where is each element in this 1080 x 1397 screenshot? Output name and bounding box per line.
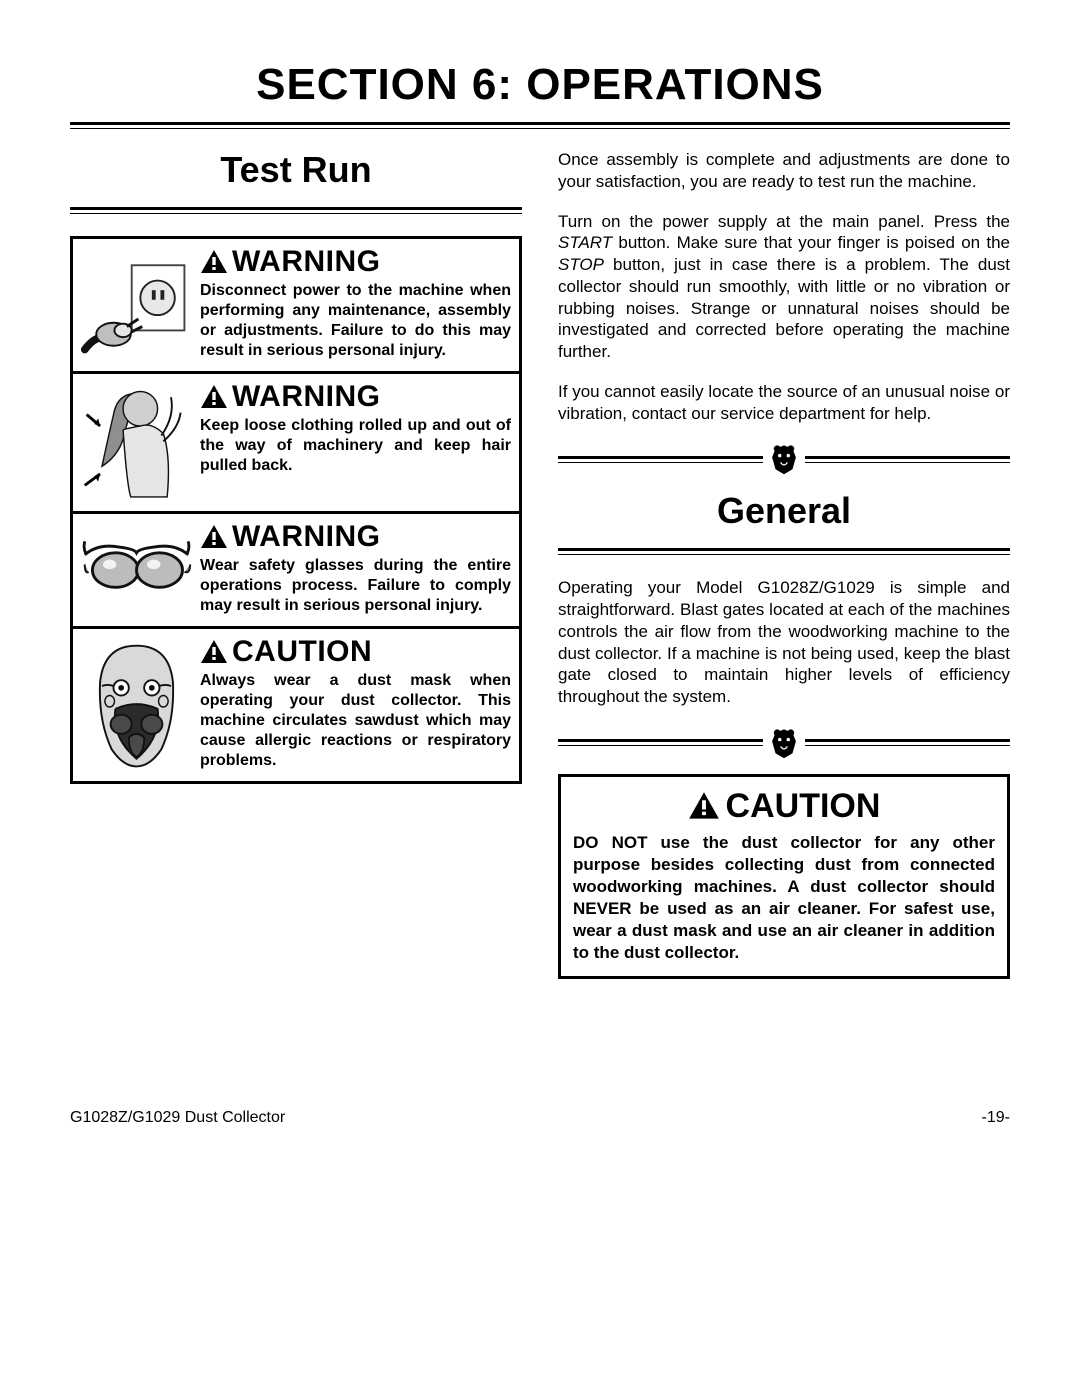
page-footer: G1028Z/G1029 Dust Collector -19- <box>70 1109 1010 1127</box>
right-column: Once assembly is complete and adjustment… <box>558 149 1010 979</box>
start-label: START <box>558 233 612 252</box>
dust-mask-icon <box>73 629 200 781</box>
loose-clothing-icon <box>73 374 200 511</box>
warning-body: Keep loose clothing rolled up and out of… <box>200 416 511 476</box>
general-heading: General <box>558 490 1010 532</box>
general-rule <box>558 548 1010 555</box>
warning-triangle-icon <box>200 249 228 275</box>
caution-block-label-text: CAUTION <box>726 787 881 826</box>
service-paragraph: If you cannot easily locate the source o… <box>558 381 1010 425</box>
footer-left: G1028Z/G1029 Dust Collector <box>70 1109 285 1127</box>
caution-body: Always wear a dust mask when operating y… <box>200 671 511 771</box>
warning-box-safety-glasses: WARNING Wear safety glasses during the e… <box>73 514 519 629</box>
warning-triangle-icon <box>200 639 228 665</box>
caution-block-body: DO NOT use the dust collector for any ot… <box>573 832 995 965</box>
warning-label: WARNING <box>200 520 511 554</box>
caution-box-dust-mask: CAUTION Always wear a dust mask when ope… <box>73 629 519 781</box>
warning-label-text: WARNING <box>232 520 381 554</box>
caution-label-text: CAUTION <box>232 635 372 669</box>
left-column: Test Run <box>70 149 522 784</box>
stop-label: STOP <box>558 255 604 274</box>
divider-line <box>558 456 763 463</box>
section-title: SECTION 6: OPERATIONS <box>70 60 1010 110</box>
warning-label: WARNING <box>200 380 511 414</box>
para2-a: Turn on the power supply at the main pan… <box>558 212 1010 231</box>
test-run-rule <box>70 207 522 214</box>
caution-label: CAUTION <box>200 635 511 669</box>
safety-glasses-icon <box>73 514 200 626</box>
warning-triangle-icon <box>688 791 720 821</box>
warning-triangle-icon <box>200 524 228 550</box>
bear-icon <box>763 442 805 476</box>
divider-line <box>805 739 1010 746</box>
para2-c: button, just in case there is a problem.… <box>558 255 1010 361</box>
warning-box-loose-clothing: WARNING Keep loose clothing rolled up an… <box>73 374 519 514</box>
plug-outlet-icon <box>73 239 200 371</box>
test-run-heading: Test Run <box>70 149 522 191</box>
footer-right: -19- <box>982 1109 1010 1127</box>
divider-line <box>558 739 763 746</box>
divider-line <box>805 456 1010 463</box>
warning-body: Disconnect power to the machine when per… <box>200 281 511 361</box>
warning-box-disconnect-power: WARNING Disconnect power to the machine … <box>73 239 519 374</box>
bear-divider <box>558 726 1010 760</box>
warning-label-text: WARNING <box>232 380 381 414</box>
caution-block-label: CAUTION <box>573 787 995 826</box>
warning-label-text: WARNING <box>232 245 381 279</box>
caution-block: CAUTION DO NOT use the dust collector fo… <box>558 774 1010 980</box>
para2-b: button. Make sure that your finger is po… <box>612 233 1010 252</box>
warning-label: WARNING <box>200 245 511 279</box>
bear-icon <box>763 726 805 760</box>
warning-triangle-icon <box>200 384 228 410</box>
section-rule <box>70 122 1010 129</box>
general-paragraph: Operating your Model G1028Z/G1029 is sim… <box>558 577 1010 708</box>
intro-paragraph: Once assembly is complete and adjustment… <box>558 149 1010 193</box>
warning-stack: WARNING Disconnect power to the machine … <box>70 236 522 784</box>
test-run-paragraph: Turn on the power supply at the main pan… <box>558 211 1010 363</box>
two-column-layout: Test Run <box>70 149 1010 979</box>
warning-body: Wear safety glasses during the entire op… <box>200 556 511 616</box>
bear-divider <box>558 442 1010 476</box>
